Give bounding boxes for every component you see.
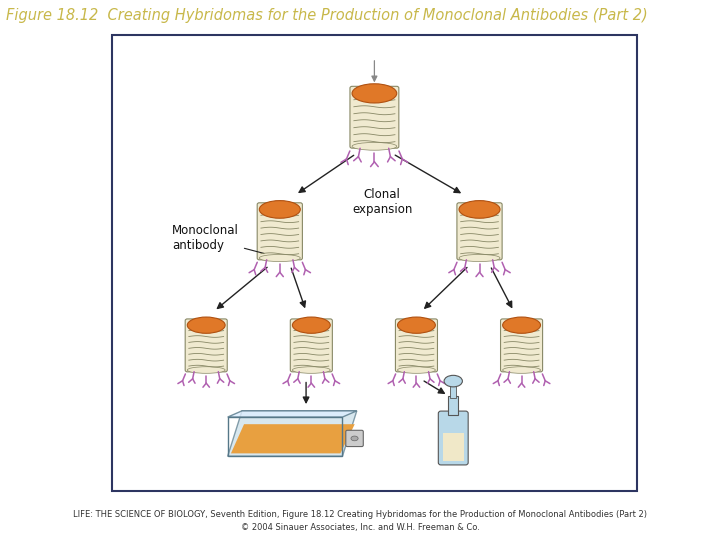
Polygon shape <box>228 411 357 456</box>
FancyBboxPatch shape <box>185 319 228 372</box>
Ellipse shape <box>352 84 397 103</box>
Polygon shape <box>228 411 357 417</box>
Ellipse shape <box>351 436 358 441</box>
FancyBboxPatch shape <box>290 319 333 372</box>
Ellipse shape <box>503 317 541 333</box>
Ellipse shape <box>187 317 225 333</box>
Ellipse shape <box>397 317 436 333</box>
FancyBboxPatch shape <box>438 411 468 465</box>
FancyBboxPatch shape <box>451 386 456 398</box>
Text: Figure 18.12  Creating Hybridomas for the Production of Monoclonal Antibodies (P: Figure 18.12 Creating Hybridomas for the… <box>6 8 647 23</box>
Ellipse shape <box>259 201 300 218</box>
FancyBboxPatch shape <box>350 86 399 148</box>
FancyBboxPatch shape <box>443 433 464 461</box>
Polygon shape <box>231 424 355 454</box>
Ellipse shape <box>397 367 436 373</box>
Ellipse shape <box>503 367 541 373</box>
Ellipse shape <box>259 254 300 261</box>
Text: LIFE: THE SCIENCE OF BIOLOGY, Seventh Edition, Figure 18.12 Creating Hybridomas : LIFE: THE SCIENCE OF BIOLOGY, Seventh Ed… <box>73 510 647 518</box>
Ellipse shape <box>459 201 500 218</box>
Text: © 2004 Sinauer Associates, Inc. and W.H. Freeman & Co.: © 2004 Sinauer Associates, Inc. and W.H.… <box>240 523 480 531</box>
FancyBboxPatch shape <box>257 203 302 260</box>
Ellipse shape <box>444 375 462 387</box>
Ellipse shape <box>292 367 330 373</box>
Ellipse shape <box>352 143 397 150</box>
Text: Monoclonal
antibody: Monoclonal antibody <box>172 224 264 253</box>
Ellipse shape <box>292 317 330 333</box>
FancyBboxPatch shape <box>500 319 543 372</box>
FancyBboxPatch shape <box>448 396 459 415</box>
Text: Clonal
expansion: Clonal expansion <box>352 187 413 215</box>
FancyBboxPatch shape <box>395 319 438 372</box>
Ellipse shape <box>187 367 225 373</box>
Ellipse shape <box>459 254 500 261</box>
FancyBboxPatch shape <box>457 203 502 260</box>
FancyBboxPatch shape <box>346 430 364 447</box>
